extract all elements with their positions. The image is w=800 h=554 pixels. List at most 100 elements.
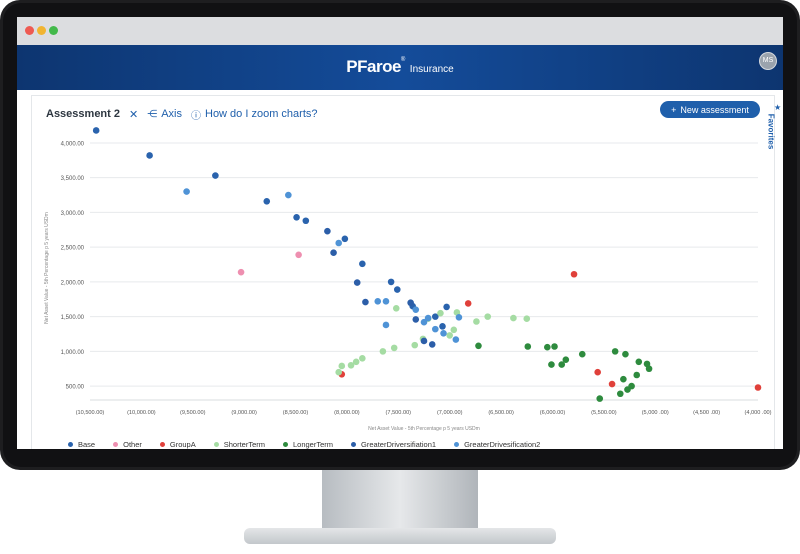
data-point[interactable] — [558, 361, 566, 368]
data-point[interactable] — [382, 298, 390, 305]
data-point[interactable] — [635, 358, 643, 366]
data-point[interactable] — [578, 350, 586, 358]
data-point[interactable] — [353, 279, 361, 286]
data-point[interactable] — [392, 304, 400, 312]
data-point[interactable] — [146, 152, 153, 159]
data-point[interactable] — [285, 191, 292, 199]
data-point[interactable] — [362, 298, 369, 306]
data-point[interactable] — [341, 235, 349, 243]
data-point[interactable] — [183, 188, 190, 195]
legend-item[interactable]: ShorterTerm — [213, 440, 265, 449]
data-point[interactable] — [293, 213, 300, 221]
x-tick-label: (10,500.00) — [76, 410, 105, 416]
data-point[interactable] — [452, 336, 460, 343]
data-point[interactable] — [628, 382, 635, 390]
legend-item[interactable]: GreaterDriversifiation1 — [351, 440, 436, 449]
avatar[interactable]: MS — [759, 52, 777, 70]
data-point[interactable] — [212, 172, 219, 179]
data-point[interactable] — [420, 337, 428, 345]
data-point[interactable] — [608, 380, 616, 388]
legend-swatch — [283, 442, 288, 447]
data-point[interactable] — [455, 314, 463, 321]
data-point[interactable] — [338, 362, 346, 370]
data-point[interactable] — [374, 298, 382, 305]
data-point[interactable] — [450, 326, 458, 334]
data-point[interactable] — [382, 321, 390, 329]
data-point[interactable] — [432, 313, 439, 320]
data-point[interactable] — [548, 361, 555, 368]
data-point[interactable] — [562, 356, 570, 364]
data-point[interactable] — [544, 343, 551, 351]
data-point[interactable] — [324, 227, 331, 235]
data-point[interactable] — [92, 127, 100, 134]
y-axis-label: Net Asset Value - 5th Percentage p 5 yea… — [44, 212, 50, 324]
data-point[interactable] — [440, 330, 447, 337]
data-point[interactable] — [347, 361, 355, 369]
data-point[interactable] — [237, 268, 245, 276]
data-point[interactable] — [594, 368, 601, 376]
maximize-window-icon[interactable] — [49, 26, 58, 35]
data-point[interactable] — [439, 323, 446, 330]
data-point[interactable] — [437, 309, 444, 317]
data-point[interactable] — [424, 314, 432, 322]
data-point[interactable] — [620, 375, 627, 383]
data-point[interactable] — [412, 316, 420, 323]
data-point[interactable] — [302, 217, 310, 225]
data-point[interactable] — [263, 198, 271, 205]
data-point[interactable] — [616, 390, 624, 398]
data-point[interactable] — [407, 299, 414, 307]
data-point[interactable] — [611, 348, 619, 355]
data-point[interactable] — [411, 341, 419, 349]
minimize-window-icon[interactable] — [37, 26, 46, 35]
data-point[interactable] — [330, 249, 337, 257]
data-point[interactable] — [570, 270, 578, 278]
data-point[interactable] — [412, 306, 420, 313]
scatter-chart[interactable]: 500.00 1,000.00 1,500.00 2,000.00 2,500.00 3,… — [32, 96, 774, 449]
legend-item[interactable]: GroupA — [159, 440, 196, 449]
data-point[interactable] — [428, 341, 436, 348]
data-point[interactable] — [622, 350, 629, 358]
data-point[interactable] — [335, 368, 343, 376]
data-point[interactable] — [551, 343, 558, 350]
data-point[interactable] — [523, 315, 531, 323]
data-point[interactable] — [359, 355, 366, 362]
monitor-stand-neck — [322, 470, 478, 530]
data-point[interactable] — [420, 318, 428, 326]
legend-item[interactable]: Base — [68, 440, 95, 449]
legend-label: GreaterDrivesification2 — [464, 440, 541, 449]
data-point[interactable] — [633, 371, 641, 379]
data-point[interactable] — [754, 384, 762, 391]
new-assessment-button[interactable]: + New assessment — [660, 101, 760, 118]
data-point[interactable] — [393, 286, 401, 293]
close-window-icon[interactable] — [25, 26, 34, 35]
data-point[interactable] — [432, 325, 439, 333]
data-point[interactable] — [335, 239, 343, 247]
legend-item[interactable]: Other — [113, 440, 142, 449]
data-point[interactable] — [443, 303, 450, 311]
data-point[interactable] — [464, 300, 472, 307]
data-point[interactable] — [379, 348, 387, 355]
data-point[interactable] — [387, 278, 395, 286]
chart-legend: Base Other GroupA ShorterTerm LongerTerm Grea… — [68, 440, 540, 449]
data-point[interactable] — [359, 260, 366, 268]
y-tick-label: 1,500.00 — [61, 315, 85, 321]
close-icon[interactable]: ✕ — [129, 108, 139, 121]
x-tick-label: (10,000.00) — [127, 410, 156, 416]
data-point[interactable] — [510, 314, 517, 322]
axis-button[interactable]: ⋲ Axis — [147, 108, 182, 120]
legend-item[interactable]: LongerTerm — [283, 440, 333, 449]
data-point[interactable] — [295, 251, 302, 259]
data-point[interactable] — [645, 365, 653, 373]
data-point[interactable] — [446, 332, 453, 339]
data-point[interactable] — [484, 313, 492, 320]
monitor-frame: PFaroe® Insurance MS Assessment 2 ✕ ⋲ Ax… — [0, 0, 800, 470]
favorites-tab[interactable]: ★ Favorites — [766, 103, 783, 163]
help-link[interactable]: ⓘ How do I zoom charts? — [191, 107, 318, 122]
data-point[interactable] — [475, 342, 482, 350]
legend-item[interactable]: GreaterDrivesification2 — [454, 440, 540, 449]
data-point[interactable] — [524, 343, 532, 350]
data-point[interactable] — [596, 395, 604, 402]
data-point[interactable] — [473, 318, 480, 325]
data-point[interactable] — [352, 358, 360, 366]
data-point[interactable] — [390, 344, 398, 352]
